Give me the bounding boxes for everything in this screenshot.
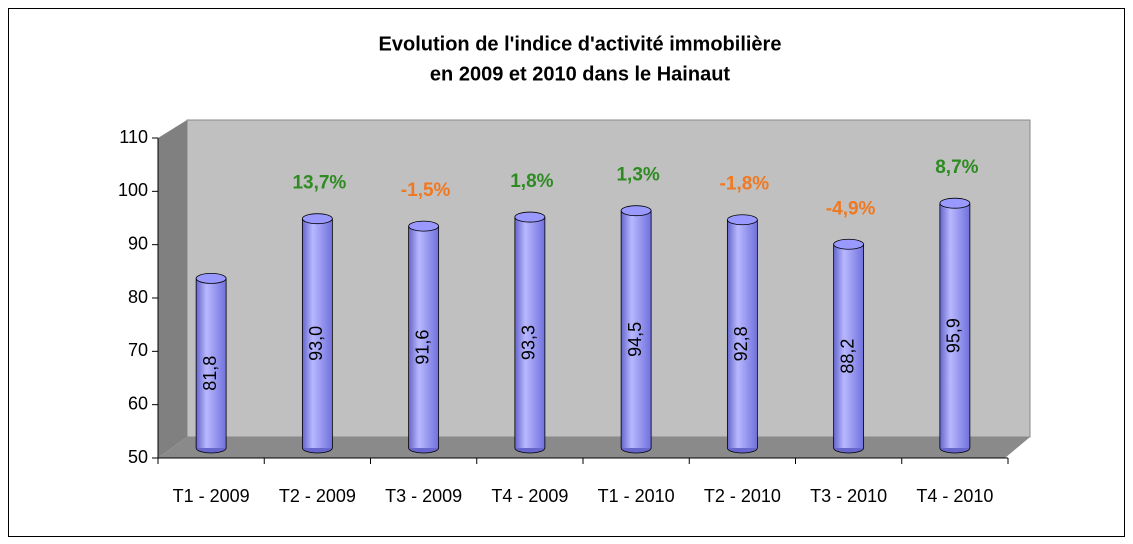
x-tick-label: T1 - 2009 [173, 486, 250, 506]
value-label: 91,6 [412, 330, 432, 365]
y-tick-label: 60 [128, 393, 148, 413]
cylinder-top [939, 197, 971, 209]
bar [302, 218, 333, 448]
x-tick-label: T3 - 2010 [810, 486, 887, 506]
bar [939, 203, 970, 448]
value-label: 94,5 [625, 322, 645, 357]
change-label: -1,8% [720, 174, 770, 195]
change-label: -1,5% [401, 180, 451, 201]
side-wall [158, 120, 187, 458]
value-label: 92,8 [731, 326, 751, 361]
cylinder-top [726, 214, 758, 226]
change-label: 13,7% [292, 173, 346, 194]
value-label: 93,3 [519, 325, 539, 360]
chart-title: Evolution de l'indice d'activité immobil… [379, 33, 782, 55]
bar [833, 244, 864, 448]
x-tick-label: T2 - 2009 [279, 486, 356, 506]
cylinder-top [833, 238, 865, 250]
y-tick-label: 100 [118, 180, 148, 200]
y-tick-label: 80 [128, 287, 148, 307]
bar [727, 219, 758, 448]
x-tick-label: T4 - 2009 [491, 486, 568, 506]
change-label: 1,8% [510, 171, 553, 192]
x-tick-label: T4 - 2010 [916, 486, 993, 506]
y-tick-label: 110 [119, 127, 148, 147]
bar [621, 210, 652, 448]
cylinder-top [301, 213, 333, 225]
cylinder-top [408, 220, 440, 232]
y-tick-label: 70 [128, 340, 148, 360]
bar [196, 278, 227, 448]
x-tick-label: T1 - 2010 [598, 486, 675, 506]
x-tick-label: T2 - 2010 [704, 486, 781, 506]
x-tick-label: T3 - 2009 [385, 486, 462, 506]
floor [158, 437, 1030, 458]
cylinder-top [195, 272, 227, 284]
bar [514, 217, 545, 448]
y-tick-label: 50 [128, 447, 148, 467]
bar [408, 226, 439, 448]
change-label: 1,3% [616, 165, 659, 186]
y-tick-label: 90 [128, 233, 148, 253]
cylinder-top [620, 205, 652, 217]
change-label: -4,9% [826, 198, 876, 219]
value-label: 81,8 [200, 356, 220, 391]
change-label: 8,7% [935, 157, 978, 178]
value-label: 93,0 [306, 326, 326, 361]
chart-title: en 2009 et 2010 dans le Hainaut [430, 63, 730, 85]
value-label: 95,9 [944, 318, 964, 353]
value-label: 88,2 [837, 339, 857, 374]
cylinder-top [514, 211, 546, 223]
